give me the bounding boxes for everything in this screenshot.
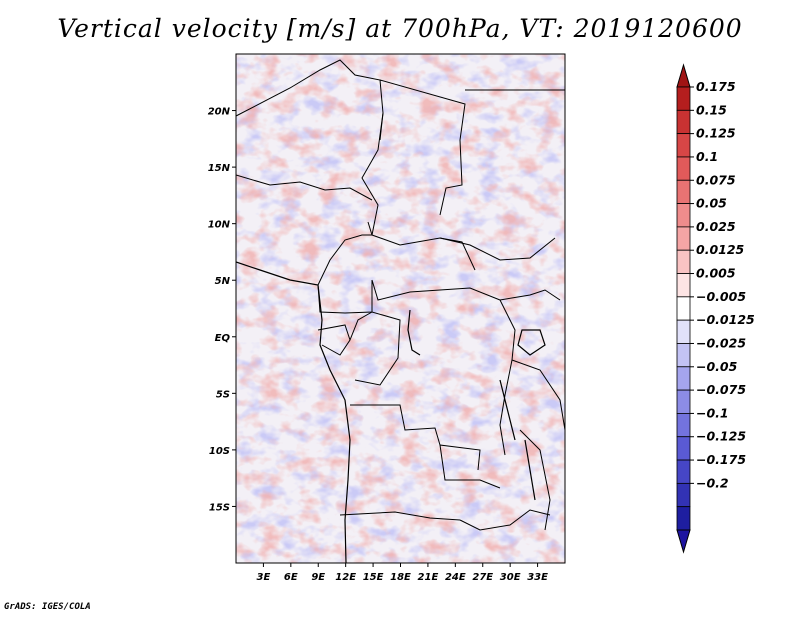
lon-tick-label: 21E [418, 572, 439, 583]
lat-tick-label: 15S [209, 502, 230, 513]
longitude-axis: 3E 6E 9E 12E 15E 18E 21E 24E 27E 30E 33E [257, 563, 548, 583]
colorbar-label: 0.1 [696, 149, 718, 164]
colorbar-swatch [676, 249, 691, 274]
colorbar-label: −0.005 [696, 289, 746, 304]
colorbar-label: −0.1 [696, 405, 729, 420]
map-plot-area [236, 54, 565, 563]
border-nigeria-cameroon [317, 221, 373, 286]
colorbar-label: 0.15 [696, 102, 727, 117]
colorbar-label: 0.075 [696, 172, 736, 187]
lon-tick-label: 18E [390, 572, 411, 583]
lon-tick-label: 30E [500, 572, 521, 583]
colorbar-label: −0.125 [696, 429, 746, 444]
colorbar-label: −0.2 [696, 475, 729, 490]
lat-tick-label: EQ [215, 333, 231, 344]
colorbar-label: −0.0125 [696, 312, 755, 327]
lat-tick-label: 20N [208, 107, 231, 118]
border-malawi [519, 429, 551, 531]
colorbar-label: 0.0125 [696, 242, 745, 257]
colorbar-swatch [676, 109, 691, 135]
country-borders [236, 59, 565, 531]
colorbar-swatch [676, 389, 691, 414]
lon-tick-label: 27E [472, 572, 493, 583]
lat-tick-label: 5N [215, 276, 231, 287]
colorbar-swatch [676, 413, 691, 438]
lake-victoria [517, 329, 546, 356]
colorbar-swatch [676, 273, 691, 298]
colorbar-label: 0.125 [696, 126, 736, 141]
colorbar-top-arrow [676, 63, 691, 88]
colorbar-swatch [676, 156, 691, 181]
lon-tick-label: 15E [363, 572, 384, 583]
border-drc-angola [350, 404, 481, 471]
colorbar-swatch [676, 203, 691, 228]
colorbar-swatch [676, 459, 691, 484]
grads-credit: GrADS: IGES/COLA [4, 602, 91, 612]
lon-tick-label: 33E [527, 572, 548, 583]
border-niger-chad [361, 112, 384, 236]
border-tanzania [511, 359, 565, 431]
colorbar-label: 0.05 [696, 196, 727, 211]
latitude-axis: 20N 15N 10N 5N EQ 5S 10S 15S [208, 107, 236, 513]
colorbar-label: 0.005 [696, 266, 736, 281]
coast-gulf-of-guinea [236, 261, 351, 563]
border-car-south [371, 279, 501, 301]
border-cameroon-south [317, 280, 373, 314]
colorbar-swatch [676, 366, 691, 391]
colorbar-swatch [676, 436, 691, 461]
colorbar-swatch [676, 482, 691, 508]
border-zambia-south [459, 509, 551, 531]
colorbar-label: 0.175 [696, 79, 736, 94]
colorbar-bottom-arrow [676, 529, 691, 554]
map-title: Vertical velocity [m/s] at 700hPa, VT: 2… [57, 14, 743, 43]
border-sudan-southsudan [439, 237, 556, 261]
colorbar-label: −0.025 [696, 335, 746, 350]
lat-tick-label: 15N [208, 163, 231, 174]
lon-tick-label: 6E [284, 572, 298, 583]
lon-tick-label: 3E [257, 572, 271, 583]
lat-tick-label: 5S [216, 389, 230, 400]
border-libya-niger [236, 59, 384, 141]
border-angola-namibia [339, 511, 461, 521]
lon-tick-label: 12E [335, 572, 356, 583]
coastlines [236, 261, 546, 563]
lake-tanganyika [499, 379, 516, 441]
border-southsudan-east [499, 289, 561, 301]
colorbar-swatch [676, 133, 691, 158]
colorbar-swatch [676, 296, 691, 321]
river-congo [407, 309, 421, 356]
lake-malawi [524, 439, 536, 501]
colorbar-swatch [676, 226, 691, 251]
colorbar-label: −0.075 [696, 382, 746, 397]
colorbar-swatch [676, 319, 691, 344]
colorbar-label: 0.025 [696, 219, 736, 234]
border-congo-drc [349, 311, 401, 386]
colorbar-swatch [676, 86, 691, 111]
colorbar-label: −0.175 [696, 452, 746, 467]
border-chad-sudan [379, 79, 466, 216]
colorbar-label: −0.05 [696, 359, 738, 374]
border-drc-east [499, 299, 516, 456]
colorbar-swatch [676, 506, 691, 531]
border-niger-nigeria [236, 174, 373, 201]
colorbar-swatch [676, 179, 691, 204]
colorbar: 0.175 0.15 0.125 0.1 0.075 0.05 0.025 0.0125 0.0… [676, 63, 755, 554]
lon-tick-label: 24E [445, 572, 466, 583]
border-angola-zambia [439, 444, 501, 489]
lat-tick-label: 10S [209, 446, 230, 457]
lat-tick-label: 10N [208, 220, 231, 231]
upward-motion-field [236, 54, 565, 563]
border-gabon [317, 324, 351, 356]
lon-tick-label: 9E [311, 572, 325, 583]
colorbar-swatch [676, 343, 691, 368]
